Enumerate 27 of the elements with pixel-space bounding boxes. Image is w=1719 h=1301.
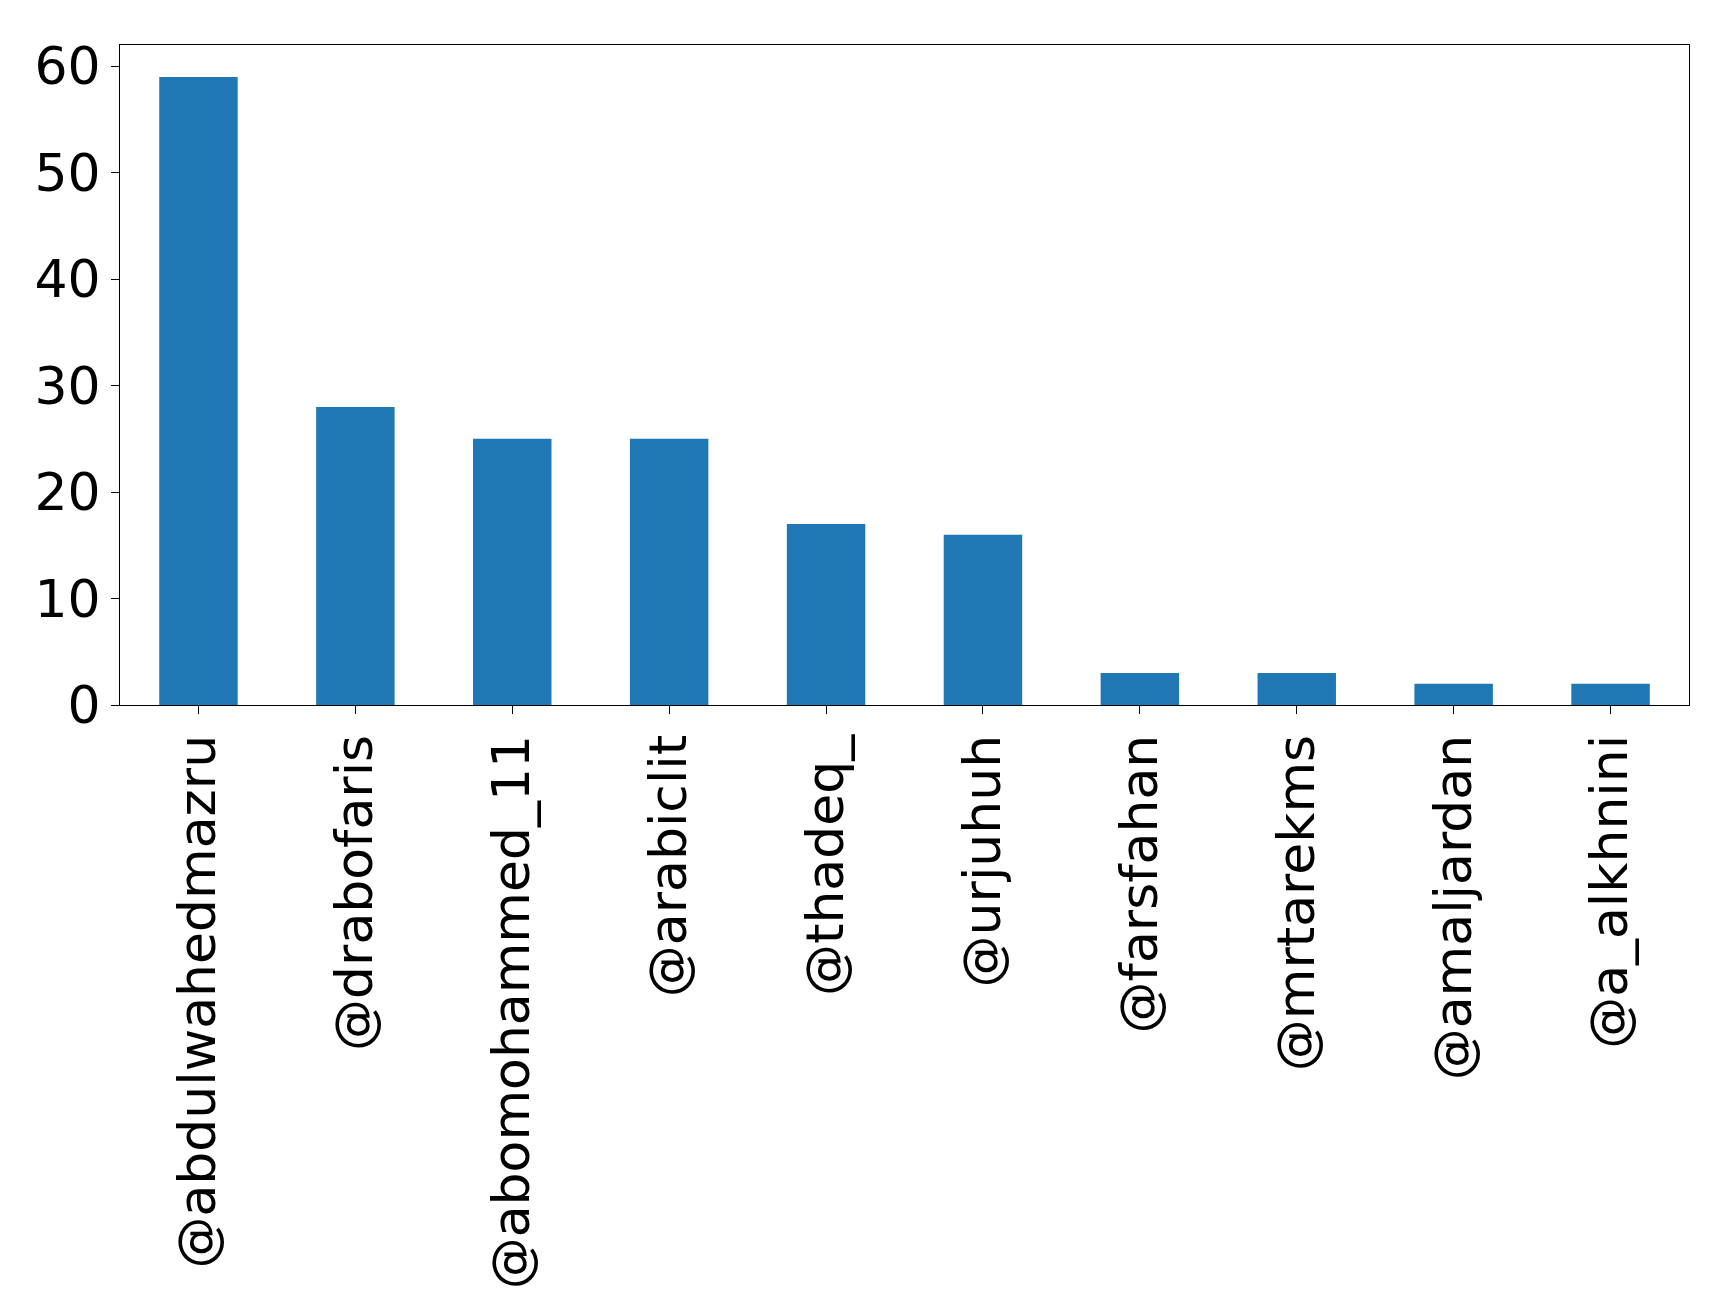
y-tick-label: 10 (34, 568, 101, 629)
x-tick-label: @abdulwahedmazru (167, 734, 228, 1269)
x-tick-label: @amaljardan (1422, 734, 1483, 1081)
bar (316, 406, 395, 705)
bar (1571, 683, 1650, 705)
bar (786, 524, 866, 705)
y-tick-label: 0 (67, 675, 101, 736)
bar (943, 534, 1023, 705)
y-tick-label: 60 (34, 36, 101, 97)
x-tick-label: @a_alkhnini (1579, 734, 1640, 1049)
y-tick-label: 40 (34, 249, 101, 310)
x-tick-label: @abomohammed_11 (481, 734, 542, 1290)
x-tick-label: @urjuhuh (951, 734, 1012, 988)
x-tick-label: @arabiclit (638, 734, 699, 998)
bar (1414, 683, 1493, 705)
bar (159, 76, 238, 705)
x-tick-label: @mrtarekms (1265, 734, 1326, 1072)
x-tick-label: @farsfahan (1108, 734, 1169, 1034)
y-tick-label: 20 (34, 462, 101, 523)
bar (1257, 673, 1336, 705)
x-tick-label: @drabofaris (324, 734, 385, 1051)
y-tick-label: 50 (34, 142, 101, 203)
bar (1100, 673, 1180, 705)
y-tick-label: 30 (34, 355, 101, 416)
bar (629, 438, 709, 705)
bar (473, 438, 552, 705)
x-tick-label: @thadeq_ (794, 733, 855, 997)
